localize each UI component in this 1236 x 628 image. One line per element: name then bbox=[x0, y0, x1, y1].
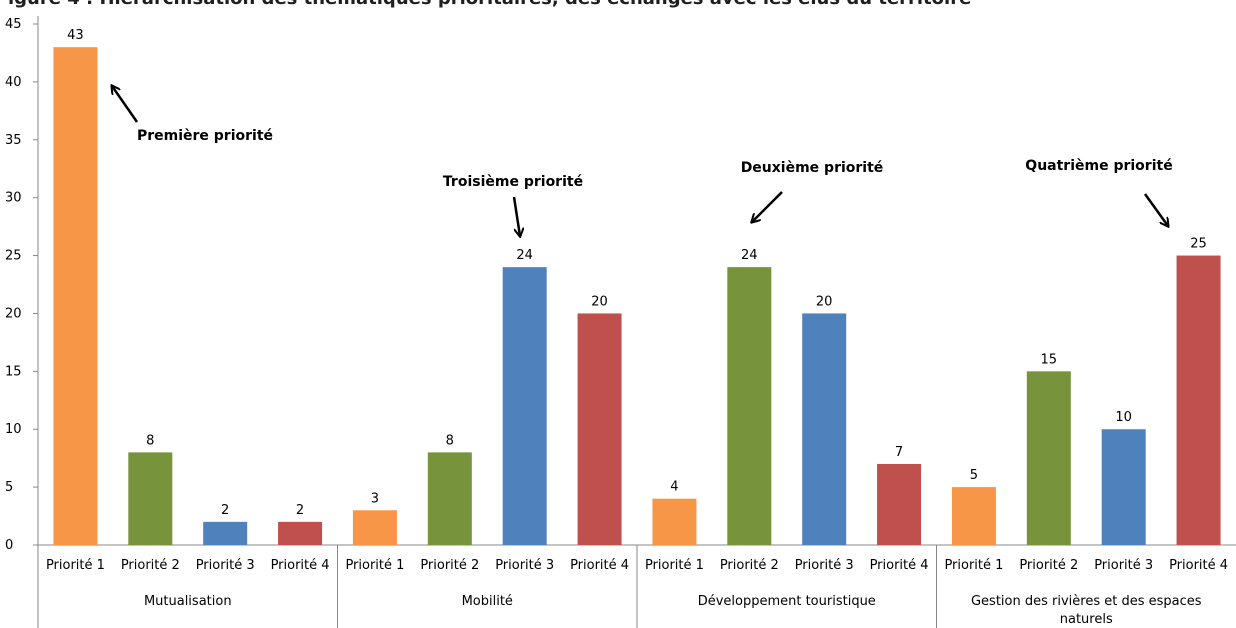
x-category-label: Priorité 4 bbox=[870, 558, 929, 573]
data-label: 25 bbox=[1190, 237, 1207, 252]
x-category-label: Priorité 2 bbox=[1019, 558, 1078, 573]
annotation-label: Deuxième priorité bbox=[741, 160, 884, 176]
x-group-label: Mobilité bbox=[462, 594, 513, 609]
bar-3-4 bbox=[877, 463, 922, 545]
x-category-label: Priorité 1 bbox=[46, 558, 105, 573]
data-label: 3 bbox=[371, 491, 379, 506]
x-category-label: Priorité 3 bbox=[495, 558, 554, 573]
chart-title-text: igure 4 : Hiérarchisation des thématique… bbox=[8, 0, 971, 9]
bar-3-2 bbox=[727, 267, 772, 545]
annotations: Première priorité Troisième priorité Deuxi… bbox=[112, 86, 1173, 236]
x-category-label: Priorité 3 bbox=[1094, 558, 1153, 573]
bar-1-3 bbox=[203, 521, 248, 545]
annotation-label: Quatrième priorité bbox=[1025, 158, 1172, 174]
data-label: 2 bbox=[296, 503, 304, 518]
y-tick-label: 35 bbox=[5, 133, 22, 148]
bar-4-2 bbox=[1026, 371, 1071, 545]
data-label: 10 bbox=[1115, 410, 1132, 425]
bars: 43 8 2 2 3 8 24 20 4 24 20 7 5 15 10 25 bbox=[53, 28, 1221, 546]
y-tick-label: 30 bbox=[5, 191, 22, 206]
y-tick-label: 40 bbox=[5, 75, 22, 90]
data-label: 2 bbox=[221, 503, 229, 518]
bar-2-1 bbox=[352, 510, 397, 545]
y-tick-label: 25 bbox=[5, 249, 22, 264]
y-tick-label: 0 bbox=[5, 538, 13, 553]
data-label: 8 bbox=[446, 433, 454, 448]
bar-2-3 bbox=[502, 267, 547, 545]
bar-1-1 bbox=[53, 47, 98, 546]
data-label: 43 bbox=[67, 28, 84, 43]
data-label: 7 bbox=[895, 445, 903, 460]
bar-1-4 bbox=[278, 521, 323, 545]
x-category-label: Priorité 3 bbox=[795, 558, 854, 573]
data-label: 4 bbox=[670, 480, 678, 495]
data-label: 5 bbox=[970, 468, 978, 483]
y-tick-label: 15 bbox=[5, 364, 22, 379]
data-label: 8 bbox=[146, 433, 154, 448]
x-group-label: Développement touristique bbox=[698, 594, 876, 609]
y-tick-label: 10 bbox=[5, 422, 22, 437]
data-label: 24 bbox=[741, 248, 758, 263]
x-category-label: Priorité 2 bbox=[420, 558, 479, 573]
x-category-label: Priorité 4 bbox=[271, 558, 330, 573]
bar-1-2 bbox=[128, 452, 173, 545]
annotation-arrow bbox=[512, 196, 520, 236]
y-tick-label: 20 bbox=[5, 306, 22, 321]
y-tick-label: 5 bbox=[5, 480, 13, 495]
annotation-arrow bbox=[112, 86, 139, 123]
annotation-arrow bbox=[1143, 193, 1168, 226]
x-category-label: Priorité 2 bbox=[720, 558, 779, 573]
bar-2-4 bbox=[577, 313, 622, 545]
bar-4-3 bbox=[1101, 429, 1146, 545]
y-axis: 0 5 10 15 20 25 30 35 40 45 bbox=[5, 16, 39, 628]
annotation-label: Première priorité bbox=[137, 128, 273, 144]
x-group-label: naturels bbox=[1060, 612, 1113, 627]
bar-4-1 bbox=[951, 487, 996, 545]
x-category-label: Priorité 3 bbox=[196, 558, 255, 573]
x-category-label: Priorité 4 bbox=[1169, 558, 1228, 573]
x-category-label: Priorité 1 bbox=[645, 558, 704, 573]
annotation-label: Troisième priorité bbox=[443, 174, 583, 190]
bar-4-4 bbox=[1176, 255, 1221, 546]
x-category-label: Priorité 2 bbox=[121, 558, 180, 573]
annotation-arrow bbox=[752, 191, 783, 222]
x-category-label: Priorité 1 bbox=[345, 558, 404, 573]
data-label: 15 bbox=[1041, 352, 1058, 367]
bar-3-1 bbox=[652, 498, 697, 545]
chart-title-cut: igure 4 : Hiérarchisation des thématique… bbox=[0, 0, 1236, 10]
x-category-label: Priorité 4 bbox=[570, 558, 629, 573]
y-tick-label: 45 bbox=[5, 17, 22, 32]
data-label: 20 bbox=[816, 294, 833, 309]
bar-2-2 bbox=[427, 452, 472, 545]
x-group-label: Mutualisation bbox=[144, 594, 232, 609]
data-label: 20 bbox=[591, 294, 608, 309]
x-category-label: Priorité 1 bbox=[944, 558, 1003, 573]
x-group-label: Gestion des rivières et des espaces bbox=[971, 594, 1202, 609]
x-axis: Priorité 1 Priorité 2 Priorité 3 Priorité 4… bbox=[38, 544, 1236, 628]
data-label: 24 bbox=[516, 248, 533, 263]
bar-3-3 bbox=[802, 313, 847, 545]
